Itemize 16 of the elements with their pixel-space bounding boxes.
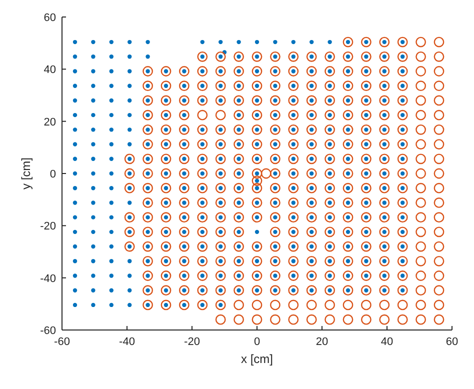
y-tick-label: 0 bbox=[50, 168, 56, 180]
y-tick-label: -20 bbox=[40, 220, 56, 233]
x-tick-label: -40 bbox=[119, 336, 135, 348]
y-tick-label: 20 bbox=[44, 116, 56, 128]
y-tick-label: -60 bbox=[40, 325, 56, 337]
x-tick-label: 20 bbox=[316, 336, 328, 348]
y-axis-title: y [cm] bbox=[19, 158, 33, 190]
x-axis-title: x [cm] bbox=[241, 352, 273, 366]
x-tick-label: -20 bbox=[184, 336, 200, 348]
y-tick-label: 40 bbox=[44, 64, 56, 76]
x-tick-label: -60 bbox=[54, 336, 70, 348]
x-tick-label: 40 bbox=[380, 336, 394, 348]
x-tick-label: 60 bbox=[446, 336, 458, 348]
y-tick-label: -40 bbox=[40, 272, 56, 285]
x-tick-label: 0 bbox=[254, 336, 260, 348]
y-tick-label: 60 bbox=[44, 12, 56, 24]
